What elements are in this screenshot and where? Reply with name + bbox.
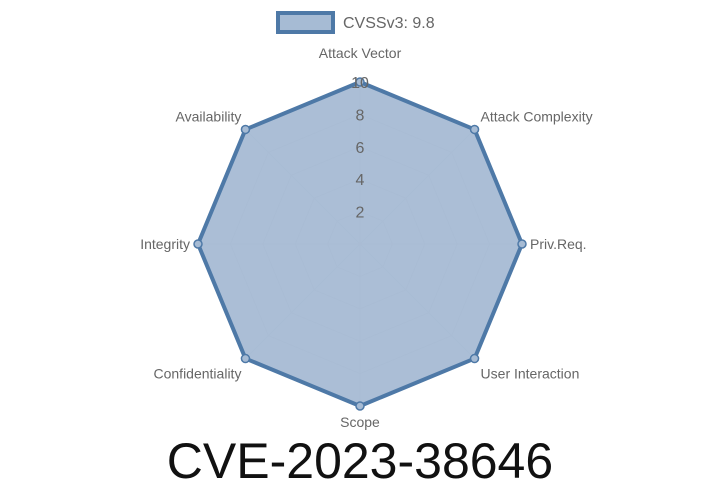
- data-point: [469, 353, 480, 364]
- tick-label: 10: [351, 75, 369, 92]
- axis-label: Integrity: [140, 236, 190, 252]
- axis-label: Availability: [176, 108, 242, 124]
- axis-label: User Interaction: [481, 366, 580, 382]
- data-point: [469, 124, 480, 135]
- legend-label: CVSSv3: 9.8: [343, 15, 435, 32]
- tick-label: 2: [356, 205, 365, 222]
- data-point: [240, 353, 251, 364]
- axis-label: Attack Complexity: [481, 108, 593, 124]
- axis-label: Scope: [340, 414, 380, 430]
- tick-label: 8: [356, 107, 365, 124]
- page-title: CVE-2023-38646: [166, 433, 554, 489]
- axis-label: Confidentiality: [154, 366, 242, 382]
- tick-label: 4: [356, 172, 365, 189]
- axis-label: Priv.Req.: [530, 236, 587, 252]
- data-point: [240, 124, 251, 135]
- tick-label: 6: [356, 140, 365, 157]
- legend-swatch: [276, 11, 335, 34]
- data-point: [355, 401, 365, 411]
- data-point: [355, 77, 365, 87]
- data-point: [193, 239, 203, 249]
- data-point: [517, 239, 527, 249]
- axis-label: Attack Vector: [319, 45, 402, 61]
